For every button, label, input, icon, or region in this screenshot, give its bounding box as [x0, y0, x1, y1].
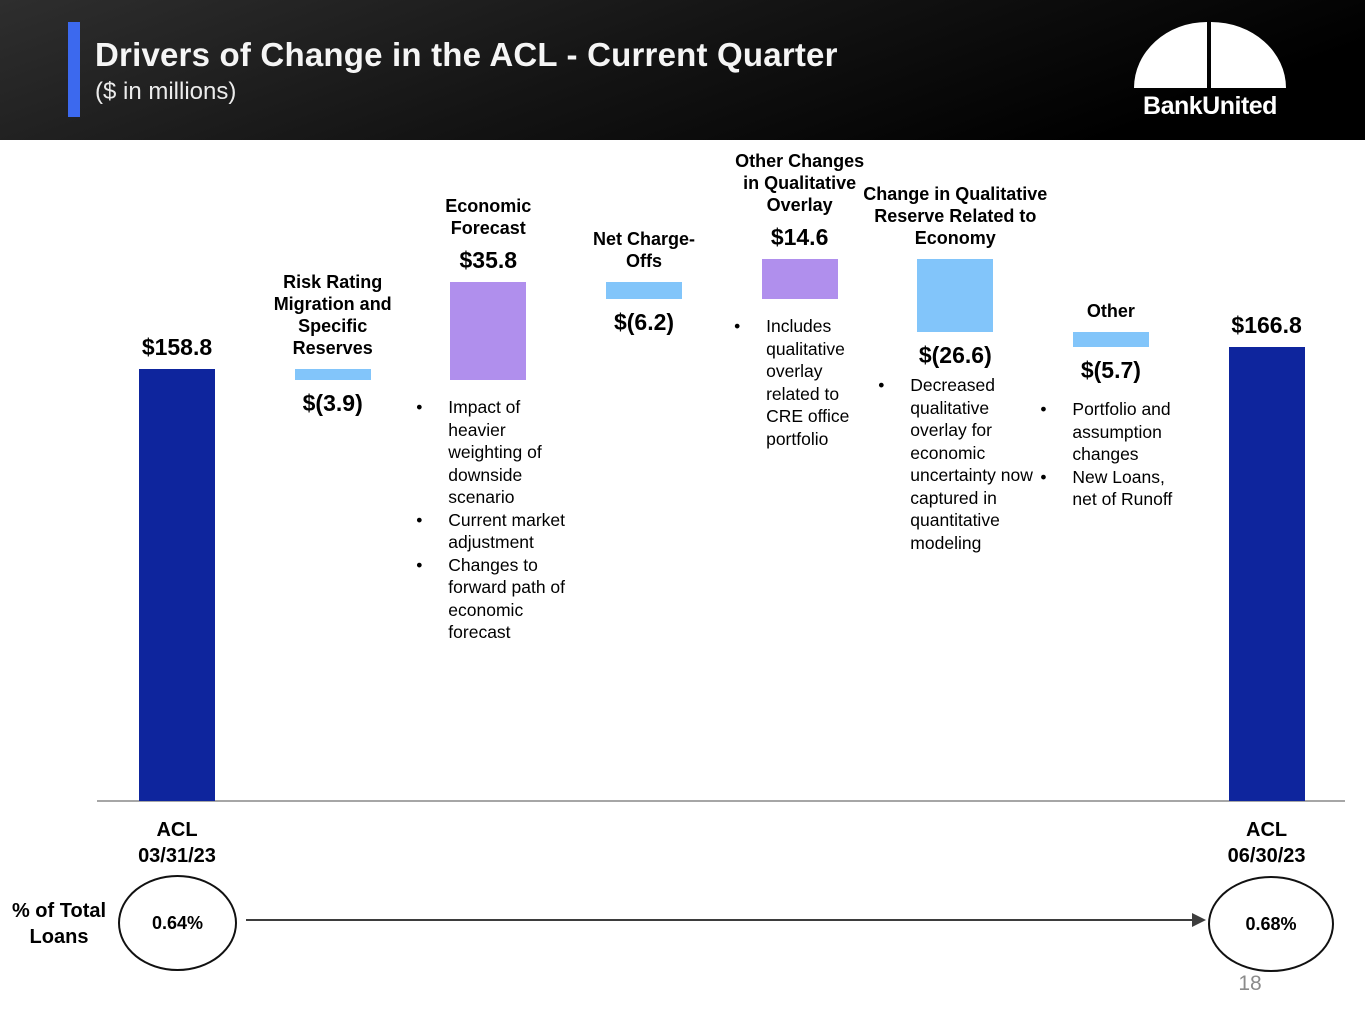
- other-changes-qualitative-overlay-note-item: Includes qualitative overlay related to …: [728, 315, 871, 450]
- start-ratio-ellipse: 0.64%: [118, 875, 237, 971]
- other-heading: Other: [1086, 300, 1135, 321]
- net-charge-offs-value-label: $(6.2): [613, 309, 675, 336]
- acl-06-30-23-value-label: $166.8: [1231, 312, 1302, 339]
- economic-forecast-notes: Impact of heavier weighting of downside …: [410, 396, 566, 644]
- change-qualitative-reserve-economy-notes: Decreased qualitative overlay for econom…: [872, 374, 1038, 554]
- other-value-label: $(5.7): [1080, 357, 1141, 384]
- end-ratio-value: 0.68%: [1245, 913, 1297, 934]
- other-changes-qualitative-overlay-value-label: $14.6: [770, 224, 829, 251]
- economic-forecast-bar: [450, 282, 527, 380]
- other-note-item: Portfolio and assumption changes: [1034, 398, 1187, 466]
- page-number: 18: [1238, 972, 1262, 995]
- end-ratio-ellipse: 0.68%: [1208, 876, 1334, 972]
- start-ratio-value: 0.64%: [151, 912, 204, 933]
- economic-forecast-note-item: Current market adjustment: [410, 509, 566, 554]
- other-note-item: New Loans, net of Runoff: [1034, 466, 1187, 511]
- economic-forecast-note-item: Changes to forward path of economic fore…: [410, 554, 566, 644]
- acl-03-31-23-bar: [139, 369, 215, 801]
- pct-of-total-loans-label: % of Total Loans: [11, 900, 107, 948]
- economic-forecast-value-label: $35.8: [459, 247, 518, 274]
- chart-baseline: [97, 800, 1345, 802]
- other-changes-qualitative-overlay-notes: Includes qualitative overlay related to …: [728, 315, 871, 450]
- change-qualitative-reserve-economy-value-label: $(26.6): [918, 341, 992, 368]
- acl-03-31-23-axis-label: ACL 03/31/23: [138, 819, 216, 867]
- net-charge-offs-bar: [606, 282, 682, 300]
- acl-06-30-23-axis-label: ACL 06/30/23: [1227, 819, 1306, 867]
- economic-forecast-note-item: Impact of heavier weighting of downside …: [410, 396, 566, 509]
- other-changes-qualitative-overlay-heading: Other Changes in Qualitative Overlay: [735, 151, 865, 216]
- acl-03-31-23-value-label: $158.8: [141, 334, 213, 361]
- change-qualitative-reserve-economy-note-item: Decreased qualitative overlay for econom…: [872, 374, 1038, 554]
- change-qualitative-reserve-economy-bar: [917, 259, 994, 332]
- slide-header: Drivers of Change in the ACL - Current Q…: [0, 0, 1365, 140]
- economic-forecast-heading: Economic Forecast: [445, 196, 532, 239]
- other-changes-qualitative-overlay-bar: [761, 259, 838, 300]
- bankunited-logo: BankUnited: [1130, 22, 1290, 122]
- ratio-arrow-line: [246, 919, 1192, 921]
- change-qualitative-reserve-economy-heading: Change in Qualitative Reserve Related to…: [863, 184, 1048, 249]
- page-subtitle: ($ in millions): [95, 78, 237, 105]
- other-notes: Portfolio and assumption changesNew Loan…: [1034, 398, 1187, 511]
- risk-rating-migration-heading: Risk Rating Migration and Specific Reser…: [273, 272, 392, 359]
- accent-bar: [68, 22, 80, 117]
- page-title: Drivers of Change in the ACL - Current Q…: [95, 36, 838, 73]
- net-charge-offs-heading: Net Charge-Offs: [592, 229, 695, 272]
- other-bar: [1072, 331, 1149, 348]
- ratio-arrow-head-icon: [1192, 913, 1206, 927]
- risk-rating-migration-bar: [294, 369, 371, 380]
- acl-06-30-23-bar: [1228, 347, 1305, 801]
- logo-text: BankUnited: [1143, 92, 1277, 120]
- risk-rating-migration-value-label: $(3.9): [302, 389, 363, 416]
